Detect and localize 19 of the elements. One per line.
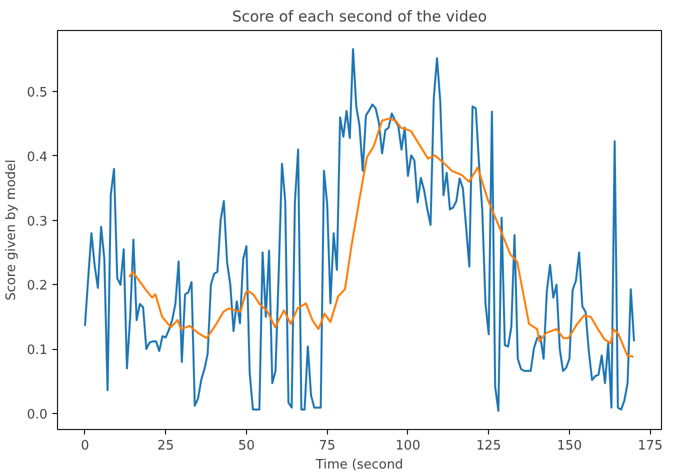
x-tick-label: 150 [557, 438, 582, 454]
x-axis-title: Time (second [314, 458, 404, 472]
y-tick-label: 0.2 [26, 278, 48, 294]
line-series [128, 118, 634, 358]
line-series [84, 48, 636, 412]
x-tick-label: 25 [157, 438, 174, 454]
x-tick-label: 0 [80, 438, 90, 454]
x-tick-label: 100 [396, 438, 420, 454]
y-tick-label: 0.3 [26, 214, 48, 230]
y-tick-label: 0.5 [26, 86, 48, 101]
x-tick-label: 125 [476, 438, 502, 454]
x-tick-label: 175 [638, 438, 663, 454]
y-tick-label: 0.0 [26, 407, 48, 422]
x-tick-label: 50 [238, 438, 255, 454]
y-tick-label: 0.4 [26, 150, 48, 165]
chart-title: Score of each second of the video [232, 8, 487, 26]
y-axis-title: Score given by model [4, 159, 19, 301]
y-tick-label: 0.1 [26, 343, 48, 358]
x-tick-label: 75 [318, 438, 336, 454]
